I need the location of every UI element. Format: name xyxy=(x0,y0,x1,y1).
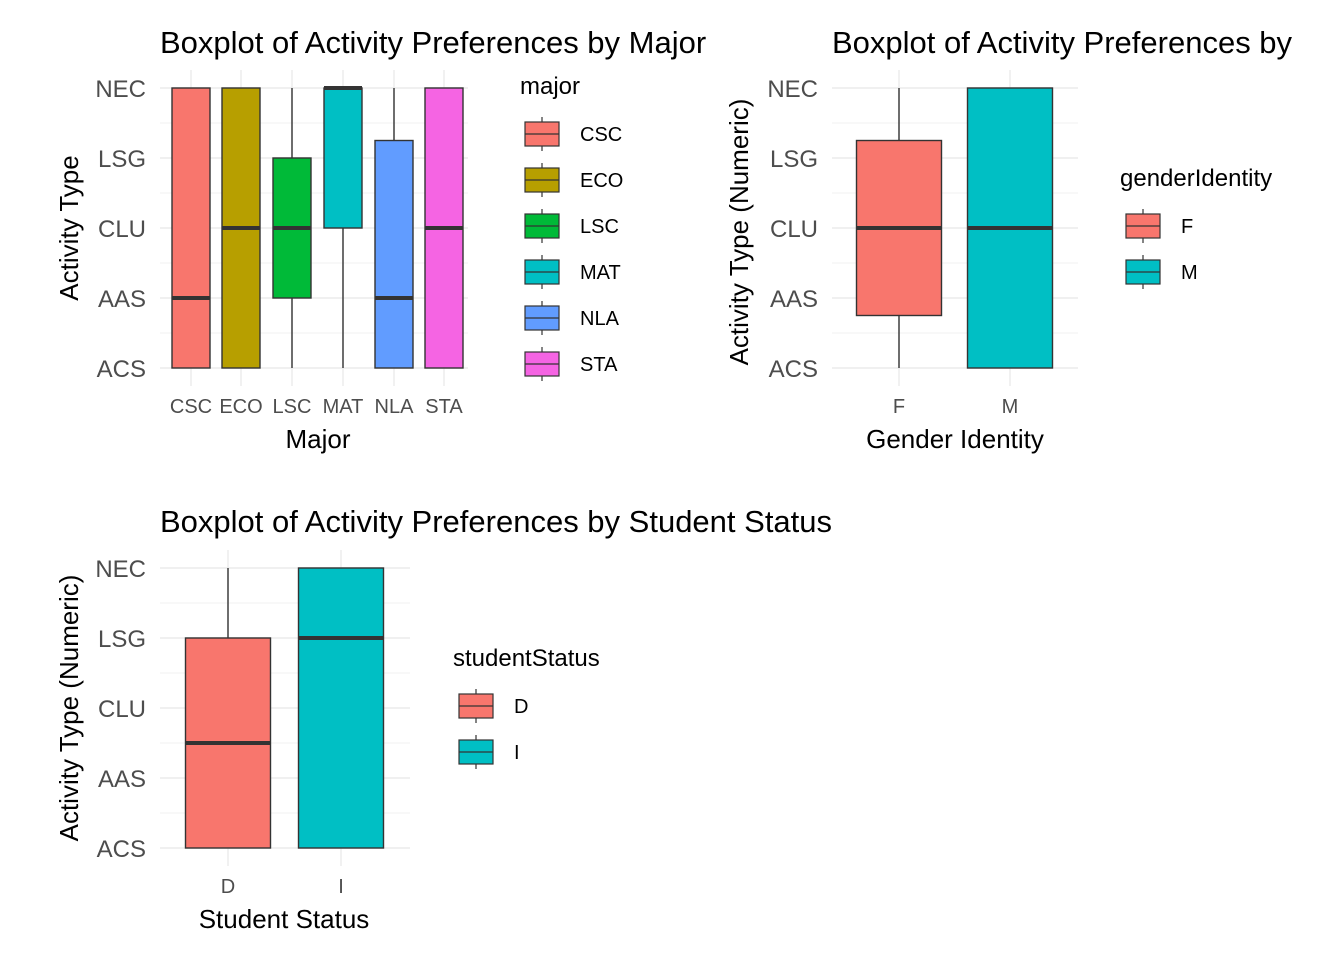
x-tick-label: D xyxy=(221,876,235,898)
legend-label: LSC xyxy=(580,216,619,238)
box-mat xyxy=(323,86,363,368)
y-tick-label: AAS xyxy=(98,286,146,313)
legend-key xyxy=(524,163,560,197)
x-tick-label: I xyxy=(338,876,344,898)
chart-title: Boxplot of Activity Preferences by Stude… xyxy=(160,504,832,539)
box-body xyxy=(374,139,414,369)
legend-key xyxy=(524,347,560,381)
box-lsc xyxy=(272,88,312,368)
legend-title: genderIdentity xyxy=(1120,165,1272,192)
x-tick-label: ECO xyxy=(219,396,262,418)
box-body xyxy=(171,87,211,369)
y-axis-title: Activity Type (Numeric) xyxy=(724,99,754,366)
legend-label: D xyxy=(514,696,528,718)
legend: major CSC ECO LSC MAT NLA STA xyxy=(520,73,623,381)
x-tick-label: MAT xyxy=(323,396,364,418)
legend-label: ECO xyxy=(580,170,623,192)
box-m xyxy=(966,87,1054,369)
x-tick-label: F xyxy=(893,396,905,418)
legend-title: major xyxy=(520,73,580,100)
panel-gender: Boxplot of Activity Preferences by ACS AAS… xyxy=(724,25,1293,454)
box-eco xyxy=(221,87,261,369)
legend-label: CSC xyxy=(580,124,622,146)
y-tick-label: LSG xyxy=(98,146,146,173)
legend: studentStatus D I xyxy=(453,645,600,769)
box-sta xyxy=(424,87,464,369)
y-tick-label: ACS xyxy=(769,356,818,383)
box-f xyxy=(855,88,943,368)
panel-major: Boxplot of Activity Preferences by Major… xyxy=(54,25,706,454)
legend-label: STA xyxy=(580,354,618,376)
y-tick-label: ACS xyxy=(97,356,146,383)
y-tick-label: AAS xyxy=(770,286,818,313)
legend-key xyxy=(524,301,560,335)
box-i xyxy=(297,567,385,849)
box-body xyxy=(323,87,363,229)
legend-key xyxy=(524,117,560,151)
legend-key xyxy=(524,255,560,289)
y-tick-label: CLU xyxy=(98,696,146,723)
y-tick-label: ACS xyxy=(97,836,146,863)
chart-title: Boxplot of Activity Preferences by xyxy=(832,25,1293,60)
box-body xyxy=(297,567,385,849)
y-tick-label: CLU xyxy=(770,216,818,243)
x-tick-label: NLA xyxy=(375,396,415,418)
y-axis-title: Activity Type xyxy=(54,155,84,300)
legend-title: studentStatus xyxy=(453,645,600,672)
x-tick-label: LSC xyxy=(273,396,312,418)
y-tick-label: NEC xyxy=(95,76,146,103)
x-axis-title: Gender Identity xyxy=(866,424,1044,454)
legend-label: MAT xyxy=(580,262,621,284)
y-tick-label: NEC xyxy=(95,556,146,583)
panel-status: Boxplot of Activity Preferences by Stude… xyxy=(54,504,832,934)
x-axis-title: Student Status xyxy=(199,904,370,934)
y-tick-label: AAS xyxy=(98,766,146,793)
chart-title: Boxplot of Activity Preferences by Major xyxy=(160,25,706,60)
legend-key xyxy=(458,689,494,723)
x-tick-label: M xyxy=(1002,396,1019,418)
box-nla xyxy=(374,88,414,369)
y-axis-title: Activity Type (Numeric) xyxy=(54,575,84,842)
legend-key xyxy=(1125,255,1161,289)
legend-key xyxy=(524,209,560,243)
legend-label: I xyxy=(514,742,520,764)
x-axis-title: Major xyxy=(285,424,350,454)
y-tick-label: LSG xyxy=(770,146,818,173)
legend-label: F xyxy=(1181,216,1193,238)
legend: genderIdentity F M xyxy=(1120,165,1272,289)
y-tick-label: LSG xyxy=(98,626,146,653)
box-d xyxy=(184,568,272,849)
legend-label: M xyxy=(1181,262,1198,284)
y-tick-label: CLU xyxy=(98,216,146,243)
legend-label: NLA xyxy=(580,308,620,330)
x-tick-label: CSC xyxy=(170,396,212,418)
legend-key xyxy=(1125,209,1161,243)
box-csc xyxy=(171,87,211,369)
legend-key xyxy=(458,735,494,769)
y-tick-label: NEC xyxy=(767,76,818,103)
x-tick-label: STA xyxy=(425,396,463,418)
